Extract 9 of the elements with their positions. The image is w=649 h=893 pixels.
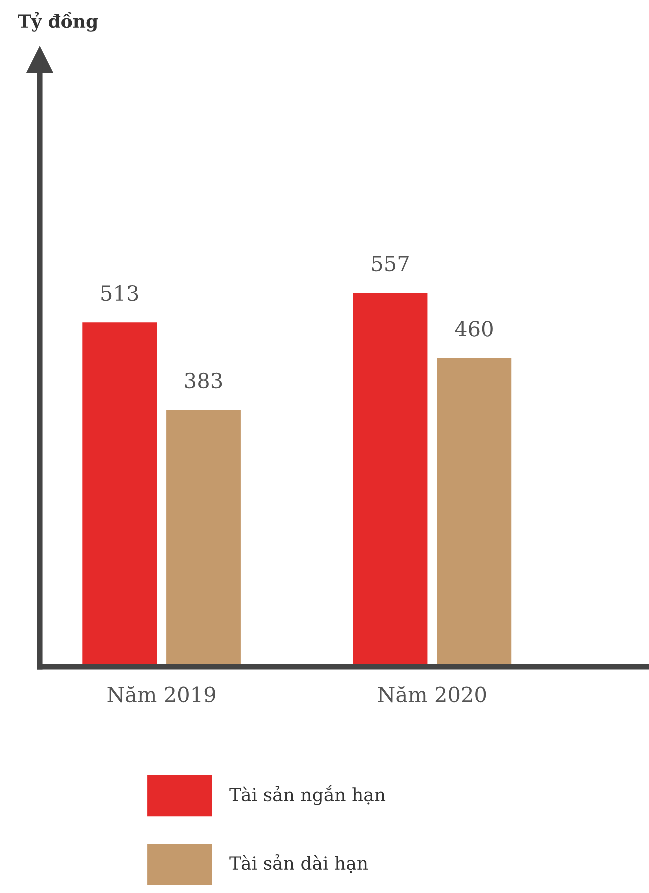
x-tick-label: Năm 2019 bbox=[108, 686, 216, 703]
data-label: 513 bbox=[102, 285, 138, 302]
data-label: 383 bbox=[185, 372, 222, 389]
text: Tỷ đồng bbox=[18, 12, 98, 32]
legend-label: Tài sản ngắn hạn bbox=[230, 786, 386, 806]
legend-label: Tài sản dài hạn bbox=[230, 854, 368, 874]
data-label: 557 bbox=[372, 256, 409, 272]
data-label: 460 bbox=[455, 321, 493, 337]
x-tick-label: Năm 2020 bbox=[378, 686, 486, 703]
